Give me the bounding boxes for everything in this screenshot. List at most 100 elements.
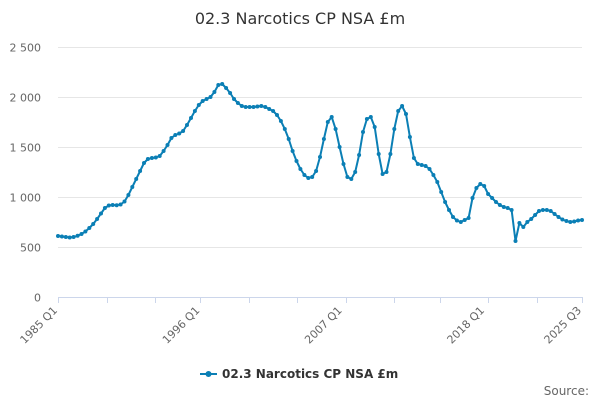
data-point (216, 83, 221, 87)
data-point (302, 173, 307, 177)
data-point (353, 170, 358, 174)
data-point (59, 234, 64, 239)
data-point (208, 95, 213, 99)
data-point (255, 104, 260, 109)
data-point (196, 103, 201, 107)
data-point (419, 163, 424, 167)
data-point (310, 175, 315, 179)
data-point (415, 162, 420, 166)
data-point (384, 170, 389, 174)
data-point (396, 109, 401, 113)
data-point (239, 104, 244, 108)
x-tick-label: 1996 Q1 (160, 304, 203, 347)
data-point (122, 199, 127, 204)
data-point (345, 175, 350, 179)
data-point (126, 193, 131, 197)
data-point (447, 208, 451, 212)
data-point (263, 105, 268, 109)
legend[interactable]: 02.3 Narcotics CP NSA £m (200, 367, 398, 381)
legend-dot-marker (205, 371, 212, 377)
data-point (298, 167, 303, 171)
data-point (552, 212, 557, 216)
data-point (87, 226, 92, 230)
data-point (556, 215, 561, 219)
data-point (75, 233, 80, 238)
data-point (306, 176, 311, 180)
data-point (83, 229, 88, 234)
data-point (224, 86, 229, 90)
data-point (423, 164, 428, 168)
series-layer (56, 82, 584, 243)
data-point (497, 203, 502, 207)
data-point (200, 99, 205, 103)
data-point (169, 136, 174, 140)
data-point (494, 200, 498, 204)
data-point (361, 130, 365, 134)
data-point (474, 186, 479, 190)
data-point (560, 217, 565, 222)
data-point (110, 203, 115, 207)
data-point (161, 149, 166, 153)
data-point (478, 182, 483, 186)
data-point (130, 185, 135, 189)
data-point (337, 145, 342, 149)
data-point (114, 203, 119, 208)
data-point (380, 172, 385, 176)
data-point (427, 167, 432, 171)
data-point (286, 137, 291, 141)
data-point (56, 234, 60, 238)
data-point (521, 225, 526, 229)
data-point (529, 217, 534, 221)
data-point (294, 159, 299, 163)
source-label[interactable]: Source: (544, 384, 589, 398)
data-point (349, 177, 354, 181)
y-tick-label: 1 500 (10, 142, 42, 155)
data-point (321, 137, 326, 141)
data-point (572, 219, 577, 224)
data-point (325, 120, 330, 124)
data-point (451, 215, 455, 219)
data-point (540, 208, 545, 212)
data-point (486, 192, 491, 196)
x-tick-label: 2018 Q1 (445, 304, 488, 347)
data-point (181, 129, 186, 133)
data-point (333, 127, 338, 131)
data-point (482, 184, 487, 188)
data-point (275, 113, 279, 117)
data-point (243, 105, 248, 109)
data-point (232, 97, 236, 101)
data-point (388, 152, 393, 156)
data-point (568, 220, 573, 224)
data-point (548, 209, 553, 213)
data-point (517, 221, 522, 225)
data-point (91, 222, 96, 226)
data-point (247, 105, 252, 109)
x-axis: 1985 Q1 1996 Q1 2007 Q1 2018 Q1 2025 Q3 (18, 297, 584, 347)
data-point (235, 101, 240, 105)
gridlines (58, 47, 582, 248)
data-point (435, 180, 440, 184)
data-point (329, 115, 334, 119)
data-point (470, 196, 475, 200)
series-line (57, 83, 583, 242)
data-point (79, 232, 84, 236)
data-point (576, 218, 581, 223)
data-point (149, 156, 154, 160)
data-point (357, 153, 362, 157)
data-point (134, 177, 139, 181)
data-point (267, 107, 272, 111)
data-point (533, 213, 538, 217)
data-point (509, 208, 514, 212)
data-point (259, 104, 264, 108)
data-point (505, 206, 510, 210)
y-tick-label: 2 000 (10, 92, 42, 105)
data-point (118, 202, 123, 207)
data-point (278, 119, 283, 123)
data-point (404, 112, 408, 116)
data-point (439, 190, 444, 194)
x-tick-label: 1985 Q1 (18, 304, 61, 347)
data-point (67, 235, 72, 240)
data-point (212, 90, 217, 94)
data-point (364, 117, 369, 121)
data-point (282, 127, 287, 131)
